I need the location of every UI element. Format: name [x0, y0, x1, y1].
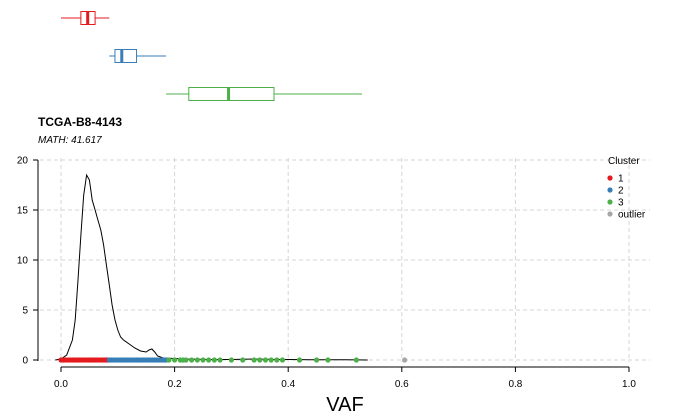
cluster-3-point — [217, 357, 223, 363]
cluster-3-point — [279, 357, 286, 363]
grid-lines — [40, 158, 650, 362]
y-tick-label: 0 — [22, 356, 28, 367]
boxplot-box-2 — [114, 49, 138, 63]
x-tick-label: 0.0 — [54, 379, 68, 390]
cluster-boxplots — [61, 11, 363, 101]
legend-marker-outlier — [607, 211, 613, 217]
cluster-3-point — [274, 357, 280, 363]
cluster-3-point — [296, 357, 303, 363]
vaf-points — [58, 357, 408, 363]
cluster-3-point — [183, 357, 189, 363]
legend-marker-3 — [607, 199, 613, 205]
cluster-3-point — [228, 357, 234, 363]
y-tick-label: 20 — [17, 156, 29, 167]
outlier-point — [402, 357, 408, 363]
y-axis-ticks: 0 5 10 15 20 — [17, 156, 38, 367]
chart-subtitle: MATH: 41.617 — [38, 135, 102, 146]
cluster-3-point — [268, 357, 274, 363]
x-tick-label: 1.0 — [622, 379, 636, 390]
cluster-3-point — [353, 357, 359, 363]
cluster-3-point — [194, 357, 200, 363]
legend-label: 1 — [618, 174, 624, 185]
cluster-3-point — [257, 357, 263, 363]
legend-label: 2 — [618, 186, 624, 197]
y-tick-label: 15 — [17, 206, 29, 217]
cluster-3-point — [166, 357, 172, 363]
cluster-3-point — [200, 357, 206, 363]
cluster-3-point — [325, 357, 331, 363]
cluster-3-point — [314, 357, 320, 363]
y-tick-label: 5 — [22, 306, 28, 317]
cluster-3-point — [211, 357, 217, 363]
x-tick-label: 0.8 — [508, 379, 522, 390]
x-tick-label: 0.4 — [281, 379, 295, 390]
legend-marker-2 — [607, 187, 613, 193]
cluster-3-point — [262, 357, 269, 363]
legend-marker-1 — [607, 175, 613, 181]
boxplot-box-3 — [188, 87, 275, 101]
chart-title: TCGA-B8-4143 — [38, 115, 122, 129]
legend-label: outlier — [618, 210, 646, 221]
legend-title: Cluster — [608, 156, 640, 167]
cluster-3-point — [172, 357, 178, 363]
y-tick-label: 10 — [17, 256, 29, 267]
x-tick-label: 0.2 — [168, 379, 182, 390]
legend-label: 3 — [618, 198, 624, 209]
density-curve — [55, 173, 368, 361]
x-tick-label: 0.6 — [395, 379, 409, 390]
x-axis-label: VAF — [326, 394, 363, 416]
cluster-3-point — [240, 357, 246, 363]
x-axis-ticks: 0.0 0.2 0.4 0.6 0.8 1.0 — [54, 367, 636, 390]
cluster-3-point — [206, 357, 212, 363]
cluster-3-point — [251, 357, 257, 363]
cluster-3-point — [189, 357, 195, 363]
